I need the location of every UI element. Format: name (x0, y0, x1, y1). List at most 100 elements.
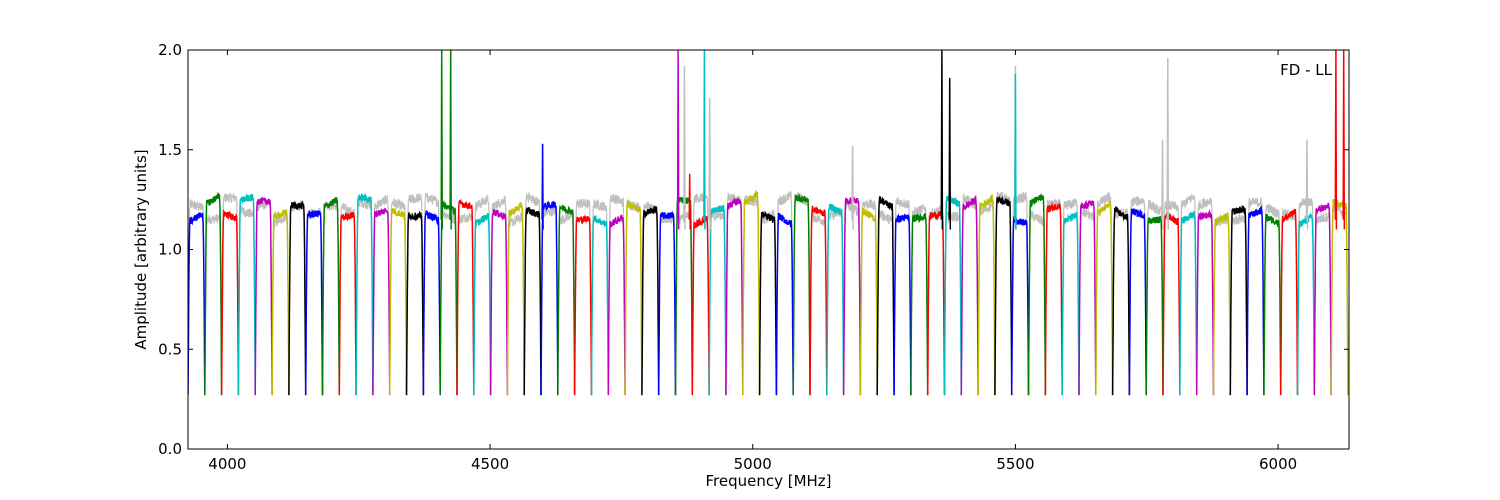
axis-ticks: 4000 4500 5000 5500 6000 0.0 0.5 1.0 1.5 2.0 (158, 41, 1349, 473)
series-line (809, 205, 828, 396)
background-series-line (305, 207, 324, 396)
spike-line (440, 50, 444, 230)
background-series-line (859, 199, 878, 396)
series-line (1296, 211, 1316, 396)
background-series-line (271, 212, 290, 396)
background-series-line (607, 193, 626, 396)
series-line (876, 196, 895, 396)
series-line (489, 208, 509, 396)
background-series-line (506, 212, 525, 396)
series-line (775, 212, 794, 396)
spike-line (851, 145, 854, 230)
series-line (405, 210, 425, 396)
series-line (540, 200, 559, 396)
series-line (842, 195, 862, 396)
series-line (188, 212, 206, 396)
background-series-line (641, 201, 660, 396)
spike-line (683, 65, 686, 230)
background-series-line (254, 198, 273, 396)
background-series-line (1145, 199, 1164, 396)
x-tick-label: 5500 (996, 455, 1034, 473)
background-series-line (809, 211, 828, 396)
series-line (1010, 216, 1030, 396)
series-line (960, 194, 979, 396)
background-series-line (876, 210, 895, 396)
y-tick-label: 0.0 (158, 440, 182, 458)
plot-area (188, 50, 1349, 396)
series-line (1078, 199, 1097, 396)
background-series-line (943, 211, 962, 396)
series-line (573, 214, 593, 396)
background-series-line (1229, 214, 1248, 396)
background-series-line (792, 191, 811, 396)
background-series-line (490, 195, 508, 396)
series-line (388, 208, 408, 396)
y-tick-label: 0.5 (158, 340, 182, 358)
background-series-line (910, 204, 929, 396)
series-line (254, 196, 273, 396)
background-series-line (1296, 196, 1315, 396)
background-series-line (960, 192, 979, 396)
series-line (792, 193, 811, 396)
background-series-line (1162, 200, 1181, 396)
background-series-line (725, 192, 744, 396)
y-tick-label: 2.0 (158, 41, 182, 59)
background-series-line (1078, 207, 1097, 396)
background-series-line (372, 195, 391, 396)
spike-line (940, 50, 944, 230)
series-line (288, 200, 307, 396)
background-series-line (557, 209, 576, 396)
series-line (994, 195, 1013, 396)
background-series-line (1179, 194, 1198, 396)
spike-line (676, 50, 680, 230)
background-series-line (540, 206, 559, 396)
background-series-line (994, 191, 1013, 396)
background-series-line (708, 210, 727, 396)
x-axis-title: Frequency [MHz] (705, 472, 831, 490)
series-line (691, 214, 710, 396)
series-line (220, 208, 240, 396)
series-line (456, 199, 475, 396)
series-line (1044, 201, 1063, 396)
series-line (1111, 205, 1131, 396)
annotation-label: FD - LL (1280, 61, 1332, 79)
series-line (321, 196, 341, 396)
background-series-line (1128, 196, 1147, 396)
background-series-line (574, 197, 593, 396)
series-line (355, 192, 374, 396)
series-line (1212, 212, 1232, 396)
series-line (1162, 209, 1181, 396)
series-line (1195, 208, 1215, 396)
series-line (1145, 216, 1164, 396)
background-series-line (1196, 198, 1215, 396)
series-line (204, 191, 223, 396)
background-series-line (456, 212, 475, 396)
series-line (641, 206, 660, 396)
background-series-line (674, 210, 693, 396)
series-line (1027, 192, 1047, 396)
series-line (1061, 211, 1080, 396)
y-axis-title: Amplitude [arbitrary units] (132, 149, 150, 349)
spike-line (1305, 139, 1309, 230)
background-series-line (439, 209, 458, 396)
series-line (304, 210, 324, 396)
series-line (1179, 210, 1198, 396)
series-line (943, 195, 963, 396)
spike-line (708, 97, 711, 230)
background-series-line (1095, 191, 1114, 396)
series-line (439, 200, 458, 396)
background-series-line (1280, 208, 1299, 396)
series-line (372, 207, 391, 396)
background-series-line (1061, 198, 1080, 396)
x-tick-label: 4000 (208, 455, 246, 473)
background-series-line (742, 195, 761, 396)
x-tick-label: 5000 (734, 455, 772, 473)
spike-line (1166, 57, 1170, 230)
y-tick-label: 1.5 (158, 141, 182, 159)
background-series-line (691, 192, 710, 396)
background-series-line (221, 192, 239, 396)
series-line (1246, 205, 1265, 396)
background-series-line (977, 202, 996, 396)
background-series-line (237, 205, 256, 396)
series-line (657, 210, 677, 396)
